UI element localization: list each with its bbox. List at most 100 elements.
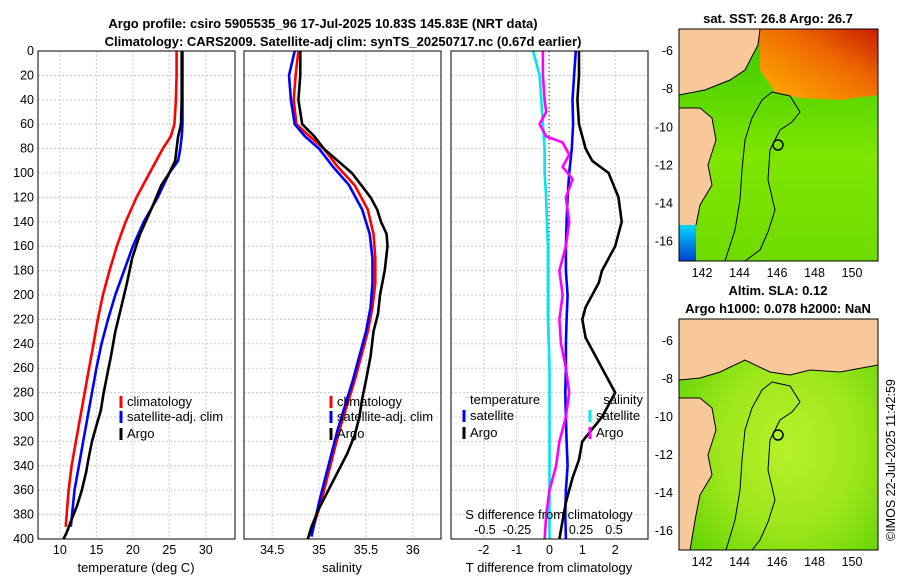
difference-panel: -2 -1 0 1 2 S difference from climatology -0… (450, 50, 649, 575)
lon-tick-label: 144 (729, 266, 750, 280)
x-tick-label: 36 (406, 543, 420, 557)
temperature-xlabel: temperature (deg C) (77, 560, 194, 575)
x-tick-label: 1 (579, 543, 586, 557)
cape-york-land (679, 397, 717, 550)
temperature-legend: climatology satellite-adj. clim Argo (119, 394, 223, 441)
series-line-satellite-adj-clim (287, 50, 374, 537)
depth-tick-label: 100 (13, 166, 34, 180)
lat-tick-label: -8 (662, 82, 673, 96)
legend-title-salinity: salinity (603, 392, 643, 407)
lon-tick-label: 146 (767, 266, 788, 280)
depth-tick-label: 220 (13, 312, 34, 326)
depth-tick-label: 120 (13, 190, 34, 204)
s-tick-label: -0.25 (503, 523, 532, 537)
salinity-grid (244, 50, 441, 540)
sst-map-lon-ticks: 142 144 146 148 150 (692, 266, 863, 280)
lat-tick-label: -16 (655, 235, 673, 249)
x-tick-label: 0 (546, 543, 553, 557)
x-tick-label: 10 (53, 543, 67, 557)
salinity-panel: 34.5 35 35.5 36 salinity climatology satell… (243, 50, 442, 575)
depth-tick-label: 400 (13, 532, 34, 546)
lon-tick-label: 150 (842, 555, 863, 569)
difference-tick-labels: -2 -1 0 1 2 (478, 543, 618, 557)
difference-series (531, 50, 624, 540)
series-line-climatology (64, 51, 178, 527)
new-guinea-land (679, 319, 878, 381)
x-tick-label: -1 (511, 543, 522, 557)
legend-label-climatology: climatology (127, 394, 193, 409)
lat-tick-label: -14 (655, 197, 673, 211)
depth-tick-label: 20 (20, 68, 34, 82)
series-line-satellite-adj-clim (69, 51, 184, 527)
depth-tick-label: 180 (13, 264, 34, 278)
x-tick-label: -2 (478, 543, 489, 557)
lat-tick-label: -6 (662, 334, 673, 348)
x-tick-label: 25 (162, 543, 176, 557)
lat-tick-label: -16 (655, 524, 673, 538)
legend-label-climatology: climatology (337, 394, 403, 409)
lat-tick-label: -12 (655, 158, 673, 172)
depth-tick-label: 60 (20, 117, 34, 131)
depth-tick-label: 260 (13, 361, 34, 375)
series-line-climatology (292, 50, 377, 534)
depth-tick-label: 320 (13, 434, 34, 448)
s-tick-label: 0.25 (569, 523, 593, 537)
x-tick-label: 34.5 (260, 543, 284, 557)
legend-label-t-argo: Argo (470, 425, 497, 440)
temperature-panel: 0 20 40 60 80 100 120 140 160 180 200 220 240 260 280 3… (13, 44, 236, 575)
credit-text: ©IMOS 22-Jul-2025 11:42:59 (884, 379, 898, 541)
legend-label-t-satellite: satellite (470, 408, 514, 423)
lon-tick-label: 142 (692, 555, 713, 569)
lon-tick-label: 150 (842, 266, 863, 280)
x-tick-label: 20 (126, 543, 140, 557)
depth-tick-label: 0 (27, 44, 34, 58)
depth-tick-label: 300 (13, 410, 34, 424)
sla-map-lon-ticks: 142 144 146 148 150 (692, 555, 863, 569)
depth-tick-label: 80 (20, 142, 34, 156)
s-difference-xlabel: S difference from climatology (465, 507, 633, 522)
x-tick-label: 30 (199, 543, 213, 557)
x-tick-label: 35.5 (354, 543, 378, 557)
lat-tick-label: -10 (655, 410, 673, 424)
depth-tick-label: 280 (13, 386, 34, 400)
lon-tick-label: 148 (804, 266, 825, 280)
lat-tick-label: -12 (655, 448, 673, 462)
depth-tick-label: 40 (20, 93, 34, 107)
sst-cold-patch (679, 225, 696, 261)
sst-reef-contour (724, 91, 801, 261)
s-tick-label: -0.5 (474, 523, 496, 537)
sla-argo-location-marker (772, 429, 784, 441)
temperature-series (62, 51, 184, 540)
series-line-t-argo (558, 51, 624, 540)
sla-map-title-1: Altim. SLA: 0.12 (729, 283, 828, 298)
sst-argo-location-marker (772, 139, 784, 151)
s-difference-tick-labels: -0.5 -0.25 0.25 0.5 (474, 523, 623, 537)
sst-map-box (678, 28, 879, 262)
depth-tick-label: 140 (13, 215, 34, 229)
salinity-xlabel: salinity (322, 560, 362, 575)
x-tick-label: 35 (312, 543, 326, 557)
new-guinea-land (679, 29, 761, 96)
lon-tick-label: 142 (692, 266, 713, 280)
sla-reef-contour (725, 381, 801, 550)
x-tick-label: 15 (89, 543, 103, 557)
x-tick-label: 2 (612, 543, 619, 557)
depth-tick-label: 160 (13, 239, 34, 253)
depth-tick-label: 200 (13, 288, 34, 302)
title-line-2: Climatology: CARS2009. Satellite-adj cli… (105, 34, 582, 49)
legend-label-satellite: satellite-adj. clim (127, 409, 223, 424)
lon-tick-label: 144 (729, 555, 750, 569)
sst-map-field (679, 29, 878, 261)
salinity-axes-box (243, 50, 442, 540)
sla-map-field (679, 319, 878, 550)
depth-tick-labels: 0 20 40 60 80 100 120 140 160 180 200 220 240 260 280 3… (13, 44, 34, 546)
s-tick-label: 0.5 (605, 523, 622, 537)
t-difference-xlabel: T difference from climatology (466, 560, 633, 575)
sst-map-title: sat. SST: 26.8 Argo: 26.7 (703, 11, 853, 26)
temperature-grid (38, 50, 235, 540)
lat-tick-label: -10 (655, 120, 673, 134)
legend-title-temperature: temperature (470, 392, 540, 407)
series-line-s-argo (538, 51, 574, 540)
legend-label-argo: Argo (337, 426, 364, 441)
